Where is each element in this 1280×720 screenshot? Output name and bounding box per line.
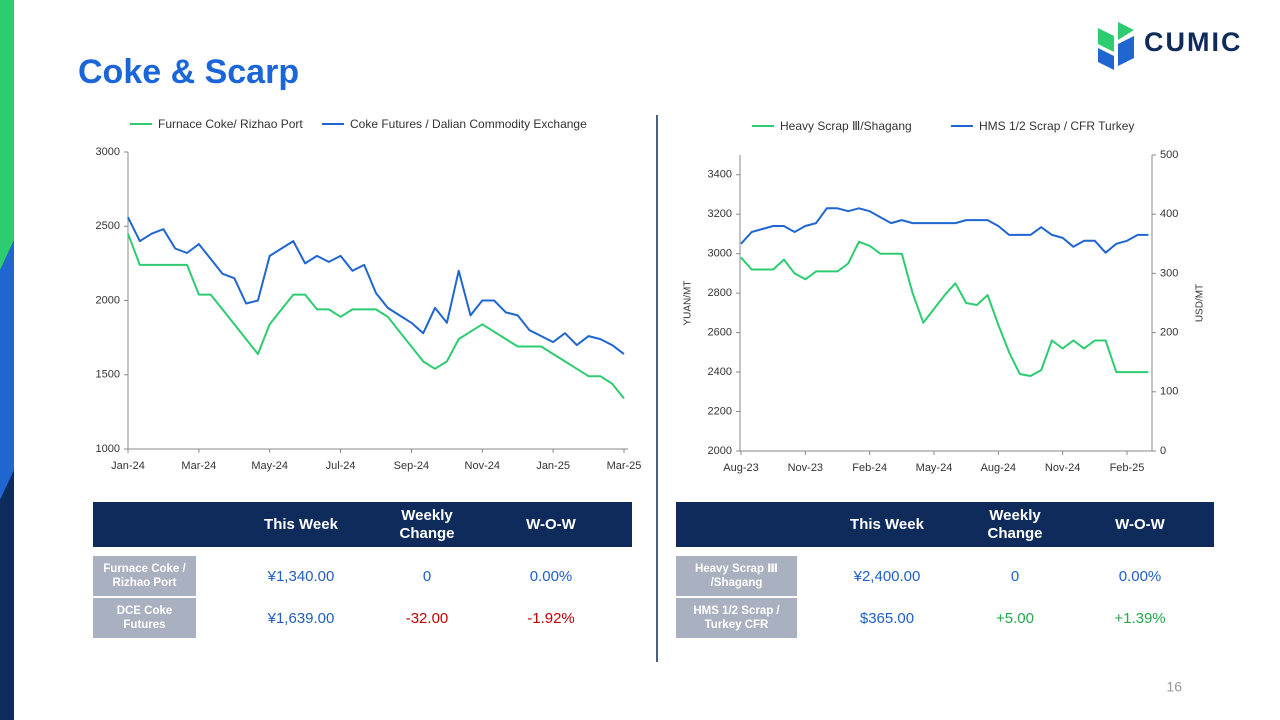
- legend-label: HMS 1/2 Scrap / CFR Turkey: [979, 119, 1134, 133]
- y-tick-label: 2600: [708, 327, 732, 339]
- legend-label: Furnace Coke/ Rizhao Port: [158, 117, 303, 131]
- x-tick-label: Nov-24: [465, 460, 500, 472]
- header-cell: W-O-W: [526, 515, 576, 533]
- header-cell: This Week: [264, 515, 338, 533]
- table-cell: ¥1,340.00: [267, 567, 335, 585]
- y2-tick-label: 200: [1160, 327, 1178, 339]
- x-tick-label: Nov-24: [1045, 462, 1080, 474]
- x-tick-label: Jan-25: [536, 460, 570, 472]
- header-cell: This Week: [850, 515, 924, 533]
- table-cell: ¥1,639.00: [267, 609, 335, 627]
- table-header: [93, 502, 632, 547]
- y-tick-label: 2000: [96, 294, 120, 306]
- series-line: [740, 240, 1149, 377]
- header-cell: W-O-W: [1115, 515, 1165, 533]
- y-tick-label: 3400: [708, 169, 732, 181]
- y-tick-label: 3000: [708, 248, 732, 260]
- x-tick-label: Feb-25: [1110, 462, 1145, 474]
- row-label: Heavy Scrap Ⅲ /Shagang: [676, 556, 797, 596]
- table-cell: 0.00%: [1118, 567, 1162, 585]
- y2-tick-label: 400: [1160, 208, 1178, 220]
- x-tick-label: Mar-25: [607, 460, 642, 472]
- y2-tick-label: 0: [1160, 445, 1166, 457]
- series-line: [127, 233, 625, 400]
- x-tick-label: May-24: [251, 460, 288, 472]
- header-cell: Weekly Change: [987, 506, 1043, 542]
- x-tick-label: Aug-23: [723, 462, 758, 474]
- table-cell: 0: [1010, 567, 1020, 585]
- x-tick-label: Mar-24: [181, 460, 216, 472]
- page-number: 16: [1166, 679, 1182, 695]
- series-line: [127, 216, 625, 355]
- slide-title: Coke & Scarp: [78, 53, 299, 91]
- y-tick-label: 2800: [708, 287, 732, 299]
- logo-text: CUMIC: [1144, 27, 1243, 57]
- table-cell: +5.00: [996, 609, 1034, 627]
- row-label: Furnace Coke / Rizhao Port: [93, 556, 196, 596]
- table-cell: -1.92%: [527, 609, 575, 627]
- table-cell: $365.00: [859, 609, 915, 627]
- table-header: [676, 502, 1214, 547]
- y-tick-label: 1500: [96, 369, 120, 381]
- y-tick-label: 2400: [708, 366, 732, 378]
- legend-label: Heavy Scrap Ⅲ/Shagang: [780, 119, 912, 133]
- y2-axis-title: USD/MT: [1195, 284, 1206, 322]
- table-cell: 0: [422, 567, 432, 585]
- y2-tick-label: 300: [1160, 267, 1178, 279]
- x-tick-label: Feb-24: [852, 462, 887, 474]
- logo-mark: [1098, 22, 1134, 70]
- row-label: DCE Coke Futures: [93, 598, 196, 638]
- series-line: [740, 207, 1149, 254]
- table-cell: 0.00%: [529, 567, 573, 585]
- y-tick-label: 2500: [96, 220, 120, 232]
- x-tick-label: Aug-24: [981, 462, 1016, 474]
- y-tick-label: 3200: [708, 208, 732, 220]
- header-cell: Weekly Change: [399, 506, 455, 542]
- side-strip-navy: [0, 470, 14, 720]
- y-axis-title: YUAN/MT: [683, 281, 694, 326]
- side-strip-green: [0, 0, 14, 290]
- x-tick-label: Jul-24: [326, 460, 356, 472]
- y-tick-label: 3000: [96, 146, 120, 158]
- x-tick-label: Jan-24: [111, 460, 145, 472]
- y-tick-label: 2000: [708, 445, 732, 457]
- x-tick-label: Nov-23: [788, 462, 823, 474]
- y-tick-label: 2200: [708, 405, 732, 417]
- row-label: HMS 1/2 Scrap / Turkey CFR: [676, 598, 797, 638]
- table-cell: +1.39%: [1114, 609, 1166, 627]
- legend-label: Coke Futures / Dalian Commodity Exchange: [350, 117, 587, 131]
- table-cell: -32.00: [405, 609, 449, 627]
- y2-tick-label: 100: [1160, 386, 1178, 398]
- side-strip-blue: [0, 240, 14, 520]
- x-tick-label: Sep-24: [394, 460, 429, 472]
- y-tick-label: 1000: [96, 443, 120, 455]
- x-tick-label: May-24: [916, 462, 953, 474]
- table-cell: ¥2,400.00: [853, 567, 921, 585]
- y2-tick-label: 500: [1160, 149, 1178, 161]
